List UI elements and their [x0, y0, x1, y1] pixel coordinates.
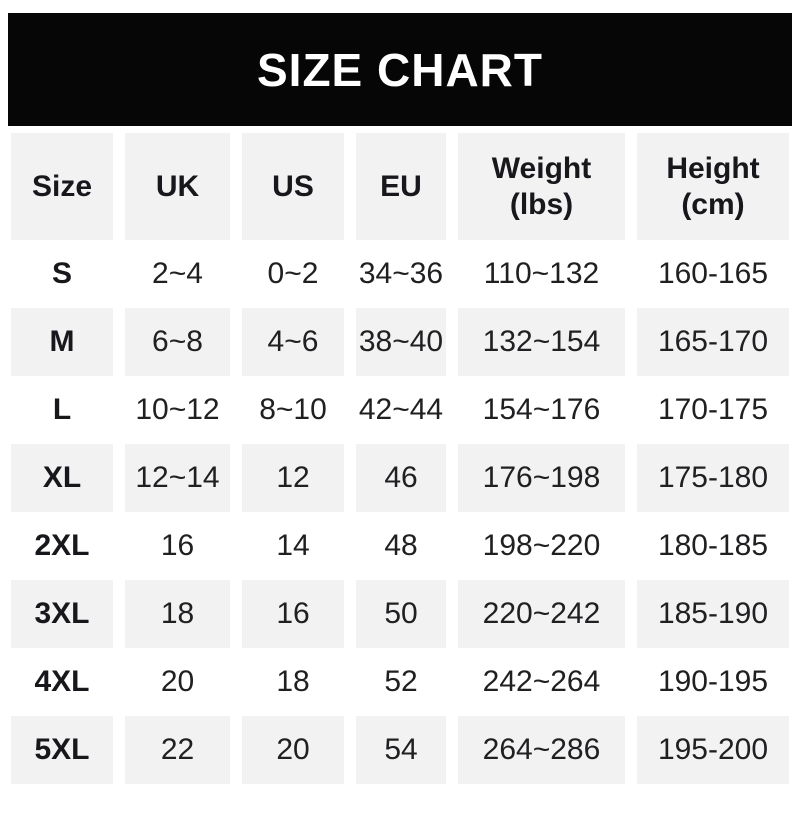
weight-cell: 132~154: [458, 308, 625, 376]
weight-cell: 242~264: [458, 648, 625, 716]
eu-cell: 52: [356, 648, 446, 716]
uk-cell: 18: [125, 580, 230, 648]
weight-cell: 176~198: [458, 444, 625, 512]
weight-cell: 110~132: [458, 240, 625, 308]
size-label-cell: S: [11, 240, 113, 308]
size-label-cell: 4XL: [11, 648, 113, 716]
us-cell: 0~2: [242, 240, 344, 308]
height-cell: 170-175: [637, 376, 789, 444]
eu-cell: 38~40: [356, 308, 446, 376]
weight-cell: 154~176: [458, 376, 625, 444]
table-row-s: S 2~4 0~2 34~36 110~132 160-165: [11, 240, 789, 308]
weight-cell: 220~242: [458, 580, 625, 648]
table-row-xl: XL 12~14 12 46 176~198 175-180: [11, 444, 789, 512]
us-cell: 14: [242, 512, 344, 580]
weight-cell: 264~286: [458, 716, 625, 784]
uk-cell: 20: [125, 648, 230, 716]
size-label-cell: XL: [11, 444, 113, 512]
eu-cell: 34~36: [356, 240, 446, 308]
uk-cell: 10~12: [125, 376, 230, 444]
height-cell: 185-190: [637, 580, 789, 648]
us-cell: 12: [242, 444, 344, 512]
height-cell: 160-165: [637, 240, 789, 308]
eu-cell: 48: [356, 512, 446, 580]
table-header-row: Size UK US EU Weight (lbs) Height (cm): [11, 133, 789, 240]
column-header-us: US: [242, 133, 344, 240]
uk-cell: 16: [125, 512, 230, 580]
table-row-l: L 10~12 8~10 42~44 154~176 170-175: [11, 376, 789, 444]
us-cell: 20: [242, 716, 344, 784]
size-label-cell: 5XL: [11, 716, 113, 784]
height-cell: 165-170: [637, 308, 789, 376]
table-row-m: M 6~8 4~6 38~40 132~154 165-170: [11, 308, 789, 376]
size-label-cell: 2XL: [11, 512, 113, 580]
page-title: SIZE CHART: [257, 43, 543, 96]
table-row-3xl: 3XL 18 16 50 220~242 185-190: [11, 580, 789, 648]
size-chart-page: SIZE CHART Size UK US EU Weight (lbs) He…: [0, 13, 800, 784]
height-cell: 190-195: [637, 648, 789, 716]
eu-cell: 46: [356, 444, 446, 512]
column-header-uk: UK: [125, 133, 230, 240]
height-cell: 175-180: [637, 444, 789, 512]
us-cell: 18: [242, 648, 344, 716]
size-chart-banner: SIZE CHART: [8, 13, 792, 126]
column-header-size: Size: [11, 133, 113, 240]
height-cell: 180-185: [637, 512, 789, 580]
weight-cell: 198~220: [458, 512, 625, 580]
table-row-4xl: 4XL 20 18 52 242~264 190-195: [11, 648, 789, 716]
table-row-5xl: 5XL 22 20 54 264~286 195-200: [11, 716, 789, 784]
eu-cell: 42~44: [356, 376, 446, 444]
uk-cell: 2~4: [125, 240, 230, 308]
size-label-cell: L: [11, 376, 113, 444]
size-chart-table: Size UK US EU Weight (lbs) Height (cm) S…: [11, 133, 789, 784]
column-header-height: Height (cm): [637, 133, 789, 240]
height-cell: 195-200: [637, 716, 789, 784]
column-header-weight: Weight (lbs): [458, 133, 625, 240]
us-cell: 4~6: [242, 308, 344, 376]
uk-cell: 22: [125, 716, 230, 784]
uk-cell: 12~14: [125, 444, 230, 512]
us-cell: 8~10: [242, 376, 344, 444]
column-header-eu: EU: [356, 133, 446, 240]
table-row-2xl: 2XL 16 14 48 198~220 180-185: [11, 512, 789, 580]
size-label-cell: 3XL: [11, 580, 113, 648]
uk-cell: 6~8: [125, 308, 230, 376]
size-label-cell: M: [11, 308, 113, 376]
us-cell: 16: [242, 580, 344, 648]
eu-cell: 54: [356, 716, 446, 784]
eu-cell: 50: [356, 580, 446, 648]
